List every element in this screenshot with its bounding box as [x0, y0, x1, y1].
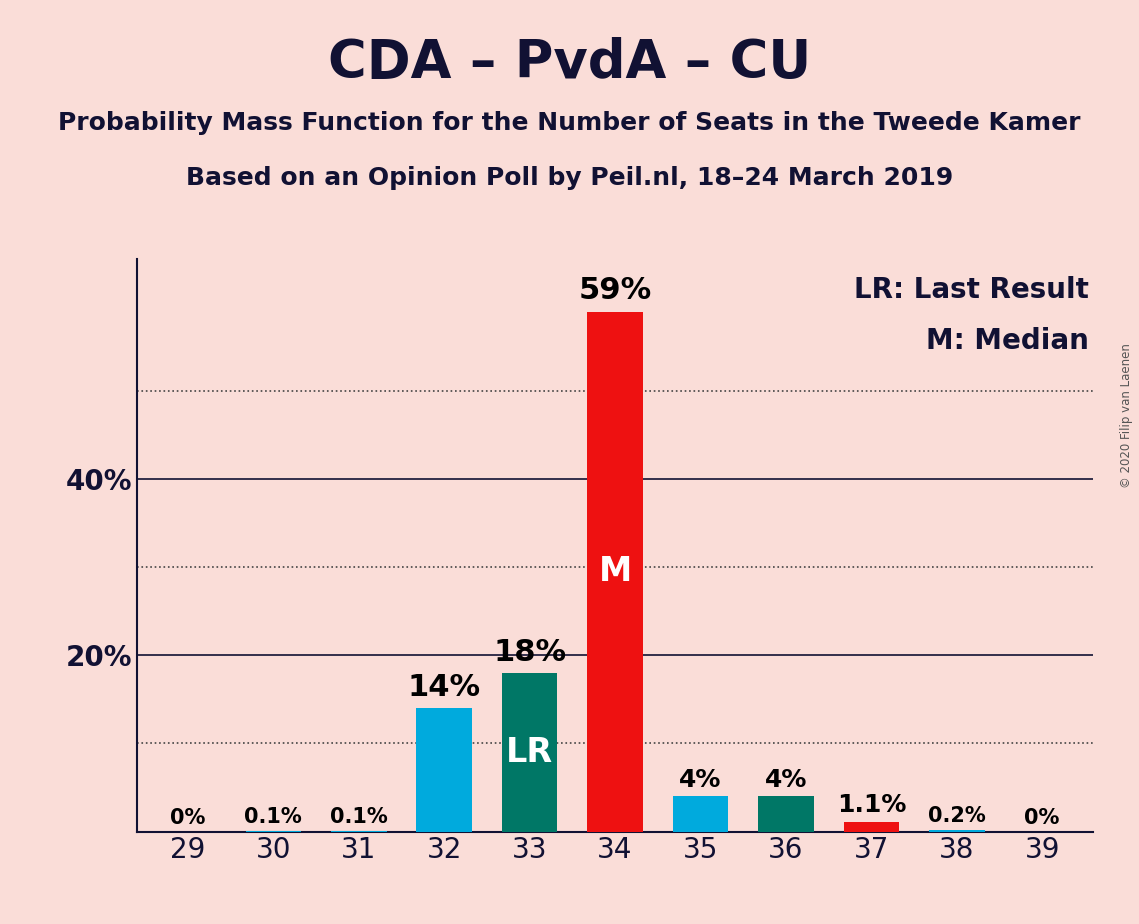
Bar: [929, 830, 984, 832]
Text: 14%: 14%: [408, 673, 481, 702]
Text: 18%: 18%: [493, 638, 566, 667]
Text: © 2020 Filip van Laenen: © 2020 Filip van Laenen: [1121, 344, 1133, 488]
Text: 0%: 0%: [1024, 808, 1060, 828]
Bar: [502, 673, 557, 832]
Text: 59%: 59%: [579, 276, 652, 306]
Text: LR: LR: [506, 736, 554, 769]
Text: M: Median: M: Median: [926, 327, 1089, 356]
Bar: [759, 796, 813, 832]
Bar: [588, 311, 642, 832]
Bar: [673, 796, 728, 832]
Text: LR: Last Result: LR: Last Result: [854, 276, 1089, 304]
Text: 0%: 0%: [170, 808, 206, 828]
Text: 0.2%: 0.2%: [928, 807, 985, 826]
Text: Based on an Opinion Poll by Peil.nl, 18–24 March 2019: Based on an Opinion Poll by Peil.nl, 18–…: [186, 166, 953, 190]
Text: M: M: [598, 555, 632, 588]
Text: 0.1%: 0.1%: [245, 808, 302, 827]
Text: 4%: 4%: [764, 768, 808, 792]
Text: CDA – PvdA – CU: CDA – PvdA – CU: [328, 37, 811, 89]
Text: Probability Mass Function for the Number of Seats in the Tweede Kamer: Probability Mass Function for the Number…: [58, 111, 1081, 135]
Text: 1.1%: 1.1%: [837, 794, 906, 818]
Bar: [417, 708, 472, 832]
Text: 0.1%: 0.1%: [330, 808, 387, 827]
Text: 4%: 4%: [679, 768, 722, 792]
Bar: [844, 822, 899, 832]
